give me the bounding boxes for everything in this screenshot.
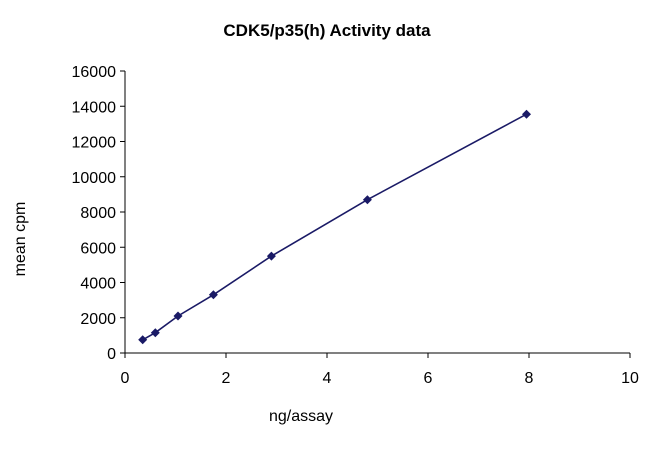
x-tick-label: 0	[121, 370, 130, 387]
y-tick-label: 6000	[80, 240, 116, 257]
x-axis-title: ng/assay	[269, 408, 333, 425]
data-point-marker	[266, 251, 276, 261]
y-tick-label: 4000	[80, 276, 116, 293]
series-line	[142, 113, 527, 341]
y-axis-ticks: 0 2000 4000 6000 8000 10000 12000 14000 16000	[72, 64, 125, 363]
data-point-marker	[173, 311, 183, 321]
x-tick-label: 4	[323, 370, 332, 387]
y-tick-label: 12000	[72, 135, 117, 152]
data-point-marker	[138, 335, 148, 345]
x-axis-ticks: 0 2 4 6 8 10	[121, 353, 639, 387]
x-tick-label: 10	[621, 370, 639, 387]
x-tick-label: 8	[525, 370, 534, 387]
y-tick-label: 14000	[72, 99, 117, 116]
data-point-marker	[208, 290, 218, 300]
y-tick-label: 0	[107, 346, 116, 363]
plot-area: 0 2000 4000 6000 8000 10000 12000 14000 16000 0 2…	[72, 64, 640, 387]
x-tick-label: 6	[424, 370, 433, 387]
data-markers	[138, 109, 531, 345]
y-axis-title: mean cpm	[12, 202, 29, 277]
y-tick-label: 8000	[80, 205, 116, 222]
y-tick-label: 2000	[80, 311, 116, 328]
x-tick-label: 2	[222, 370, 231, 387]
y-tick-label: 16000	[72, 64, 117, 81]
chart-title: CDK5/p35(h) Activity data	[223, 21, 431, 40]
data-point-marker	[150, 328, 160, 338]
data-point-marker	[362, 195, 372, 205]
y-tick-label: 10000	[72, 170, 117, 187]
data-point-marker	[522, 109, 531, 119]
